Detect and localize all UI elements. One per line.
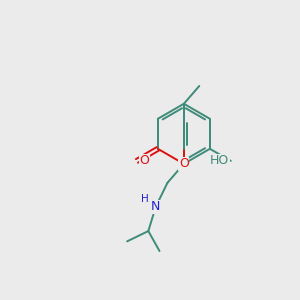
Text: N: N	[151, 200, 160, 213]
Text: O: O	[179, 157, 189, 170]
Text: O: O	[139, 154, 149, 167]
Text: HO: HO	[210, 154, 229, 167]
Text: H: H	[141, 194, 148, 204]
